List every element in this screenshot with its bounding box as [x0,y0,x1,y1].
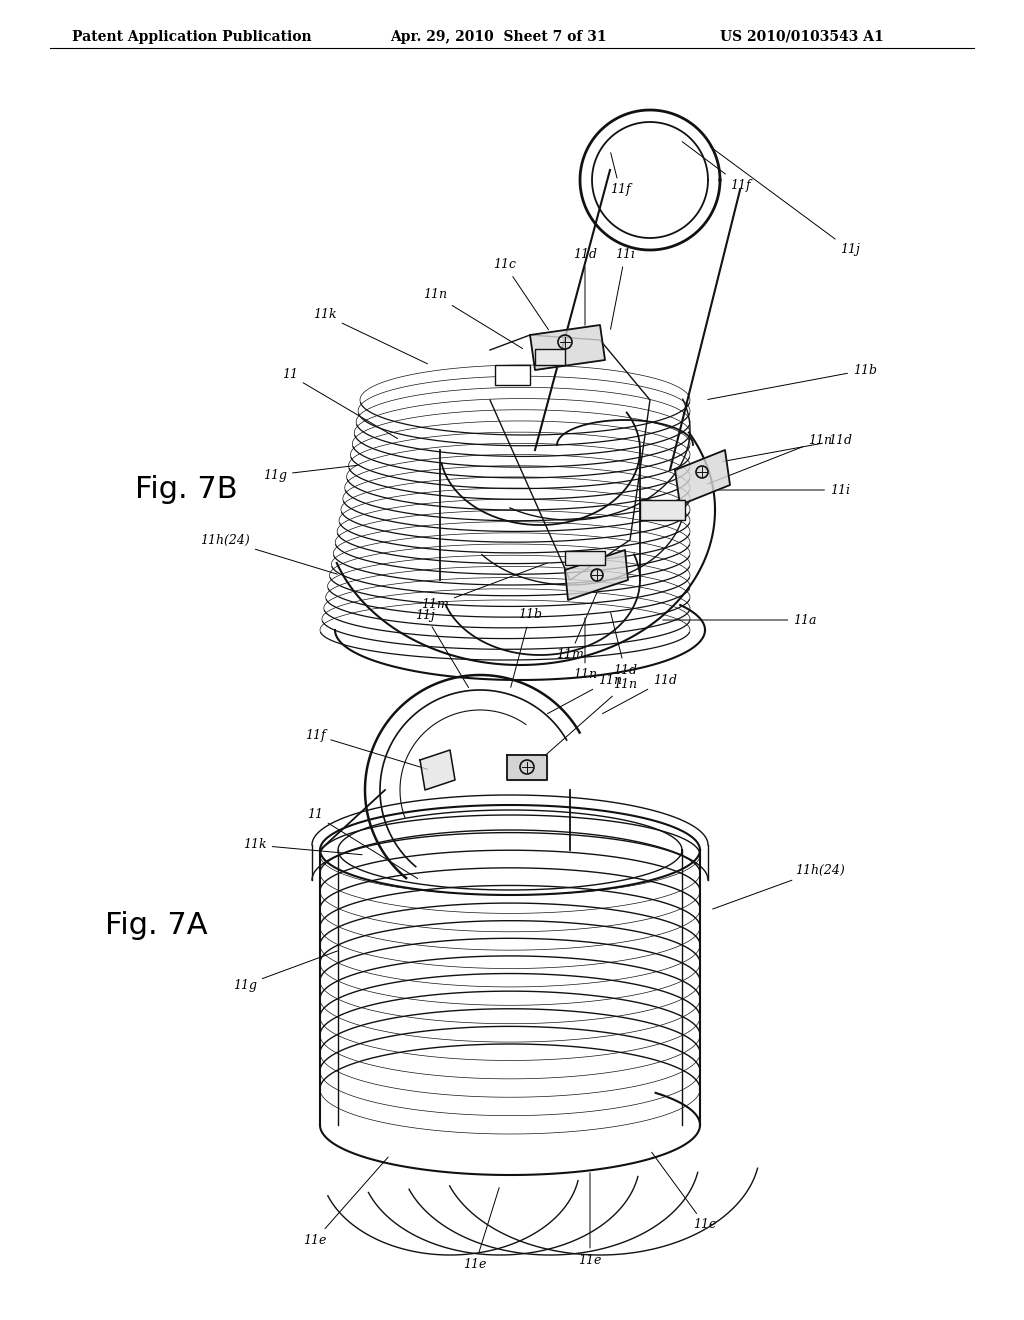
Polygon shape [565,550,628,601]
Text: 11m: 11m [556,593,597,661]
Text: 11b: 11b [708,363,877,400]
Text: 11f: 11f [682,141,751,191]
Text: 11n: 11n [548,673,622,714]
Text: Patent Application Publication: Patent Application Publication [72,30,311,44]
Polygon shape [420,750,455,789]
Text: 11i: 11i [610,248,635,329]
Text: 11e: 11e [463,1188,499,1271]
FancyBboxPatch shape [640,500,685,520]
Text: 11d: 11d [723,433,852,462]
Text: 11n: 11n [542,678,637,758]
Text: 11a: 11a [663,614,817,627]
Text: 11b: 11b [511,609,542,688]
Text: 11f: 11f [305,729,427,770]
Text: 11i: 11i [718,483,850,496]
Text: 11h(24): 11h(24) [200,533,337,574]
Text: 11h(24): 11h(24) [713,863,845,909]
Polygon shape [507,755,547,780]
Text: Fig. 7A: Fig. 7A [105,911,208,940]
Text: 11n: 11n [573,618,597,681]
Text: 11: 11 [282,368,397,438]
Text: 11j: 11j [415,609,469,688]
Polygon shape [530,325,605,370]
Text: 11e: 11e [303,1158,388,1246]
Text: 11d: 11d [602,673,677,714]
Text: 11k: 11k [243,838,362,855]
Text: Apr. 29, 2010  Sheet 7 of 31: Apr. 29, 2010 Sheet 7 of 31 [390,30,606,44]
Text: 11k: 11k [313,309,427,364]
Text: 11d: 11d [573,248,597,325]
Text: 11g: 11g [263,466,357,482]
Text: 11f: 11f [609,153,631,197]
Text: 11n: 11n [423,289,522,348]
FancyBboxPatch shape [535,348,565,366]
Text: Fig. 7B: Fig. 7B [135,475,238,504]
Text: 11g: 11g [233,950,337,991]
FancyBboxPatch shape [495,366,530,385]
Text: 11n: 11n [708,433,831,484]
Text: US 2010/0103543 A1: US 2010/0103543 A1 [720,30,884,44]
Polygon shape [675,450,730,506]
Text: 11c: 11c [494,259,549,330]
Text: 11e: 11e [579,1172,602,1266]
Text: 11d: 11d [610,612,637,676]
Text: 11j: 11j [711,147,860,256]
Text: 11m: 11m [421,562,548,611]
Text: 11: 11 [307,808,418,879]
Text: 11e: 11e [651,1152,717,1232]
FancyBboxPatch shape [565,550,605,565]
